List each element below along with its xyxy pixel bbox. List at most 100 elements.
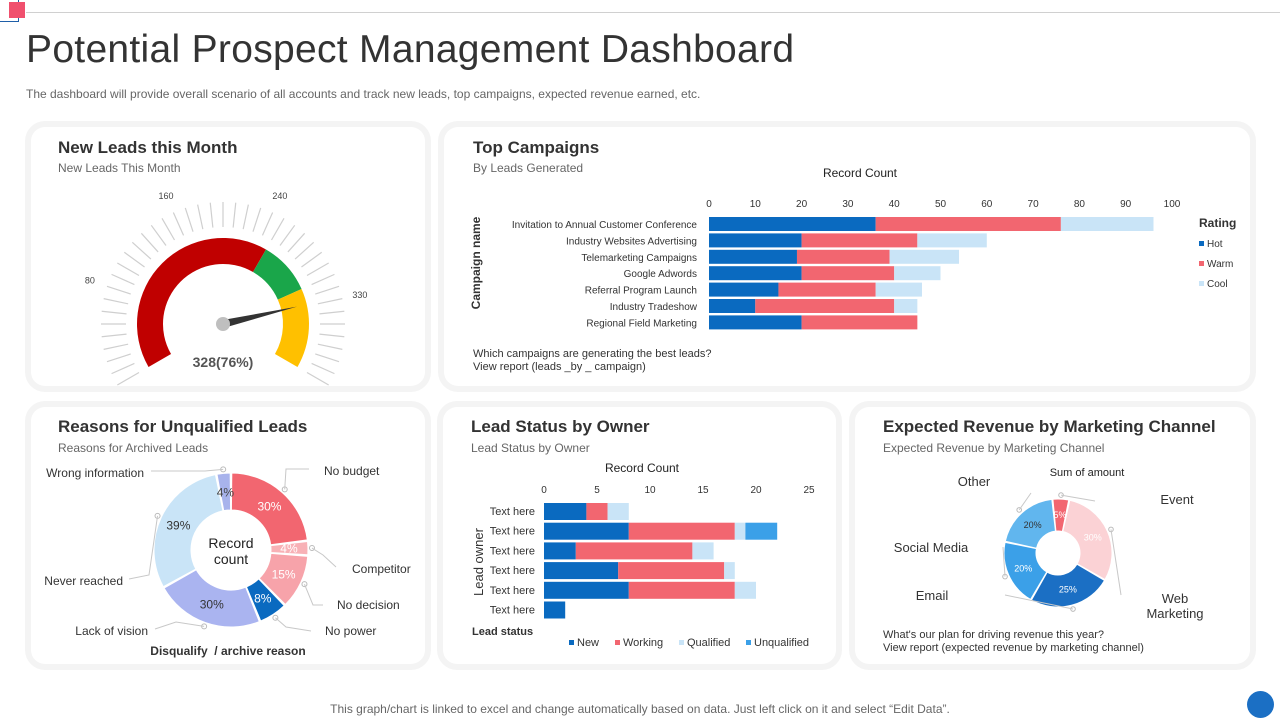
gauge-band: [137, 238, 266, 367]
revenue-value-label: 30%: [1084, 533, 1102, 543]
revenue-slice: [1003, 541, 1048, 601]
lead-status-bar-segment: [618, 562, 725, 580]
gauge-tick-mark: [242, 204, 249, 230]
lead-status-x-tick: 10: [644, 485, 656, 496]
lead-status-bar-chart: Record Count 0 5 10 15 20 25 Lead owner Text her…: [471, 461, 815, 649]
lead-status-x-tick: 5: [594, 485, 600, 496]
revenue-subtitle: Expected Revenue by Marketing Channel: [883, 441, 1105, 455]
unqualified-callout-line: [284, 468, 309, 490]
unqualified-value-label: 30%: [257, 500, 281, 514]
campaigns-bar-segment: [709, 266, 802, 281]
campaigns-axis-title: Record Count: [823, 166, 898, 180]
revenue-callout-line: [1018, 492, 1032, 511]
campaigns-bar-segment: [1060, 217, 1154, 231]
campaigns-legend-title: Rating: [1199, 216, 1236, 230]
gauge-tick-mark: [131, 241, 152, 260]
gauge-tick-mark: [315, 353, 340, 363]
campaigns-y-axis-label: Campaign name: [469, 216, 483, 309]
unqualified-callout-dot: [308, 545, 315, 552]
lead-status-category-label: Text here: [490, 545, 535, 557]
gauge-tick-label: 160: [159, 191, 174, 201]
revenue-category-label: Email: [916, 588, 949, 603]
unqualified-center-2: count: [213, 551, 249, 567]
nav-dot-button[interactable]: [1247, 691, 1274, 718]
campaigns-x-tick: 20: [796, 199, 808, 210]
gauge-tick-mark: [101, 310, 127, 315]
campaigns-category-label: Industry Tradeshow: [610, 302, 698, 313]
unqualified-slice: [163, 569, 260, 628]
lead-status-bar-segment: [544, 562, 619, 580]
unqualified-value-label: 4%: [280, 542, 298, 556]
gauge-tick-mark: [111, 273, 135, 286]
revenue-title: Expected Revenue by Marketing Channel: [883, 417, 1216, 436]
campaigns-bar-segment: [709, 315, 802, 330]
lead-status-legend-swatch: [615, 640, 620, 645]
revenue-value-label: 20%: [1014, 563, 1032, 573]
unqualified-value-label: 8%: [254, 592, 272, 606]
lead-status-bar-segment: [544, 503, 587, 520]
campaigns-bar-segment: [875, 282, 922, 297]
lead-status-y-axis-label: Lead owner: [471, 527, 486, 596]
gauge-tick-mark: [311, 362, 335, 375]
campaigns-bar-segment: [778, 282, 876, 297]
lead-status-x-tick: 20: [750, 485, 762, 496]
campaigns-bar-segment: [801, 315, 918, 330]
campaigns-bar-segment: [709, 233, 802, 248]
campaigns-x-tick: 60: [981, 199, 993, 210]
lead-status-legend-label: Unqualified: [754, 637, 809, 649]
revenue-category-label: Social Media: [894, 540, 969, 555]
lead-status-title: Lead Status by Owner: [471, 417, 650, 436]
gauge-tick-mark: [172, 212, 185, 236]
lead-status-bar-segment: [745, 522, 778, 540]
gauge-needle-hub: [216, 317, 230, 331]
lead-status-legend-swatch: [746, 640, 751, 645]
campaigns-x-tick: 80: [1074, 199, 1086, 210]
gauge-tick-mark: [111, 362, 135, 375]
unqualified-category-label: No power: [325, 624, 376, 638]
gauge-tick-mark: [140, 232, 159, 253]
gauge-tick-mark: [319, 333, 345, 338]
unqualified-subtitle: Reasons for Archived Leads: [58, 441, 209, 455]
revenue-note-1: What's our plan for driving revenue this…: [883, 629, 1104, 641]
gauge-band: [253, 249, 302, 300]
campaigns-note-2[interactable]: View report (leads _by _ campaign): [473, 361, 646, 373]
unqualified-slice: [258, 552, 309, 606]
unqualified-value-label: 30%: [200, 598, 224, 612]
campaigns-category-label: Google Adwords: [624, 269, 697, 280]
campaigns-bar-chart: Record Count 0 10 20 30 40 50 60 70 80 90 100 Campai…: [469, 166, 1236, 330]
lead-status-bar-segment: [692, 542, 714, 560]
campaigns-note-1: Which campaigns are generating the best …: [473, 348, 712, 360]
campaigns-category-label: Invitation to Annual Customer Conference: [512, 220, 698, 231]
corner-logo: [0, 0, 26, 22]
campaigns-x-tick: 0: [706, 199, 712, 210]
lead-status-legend-label: Qualified: [687, 637, 730, 649]
unqualified-category-label: Lack of vision: [75, 624, 148, 638]
gauge-tick-mark: [117, 262, 140, 277]
campaigns-legend-swatch: [1199, 241, 1204, 246]
campaigns-bar-segment: [755, 299, 895, 313]
campaigns-bar-segment: [917, 233, 987, 248]
revenue-callout-line: [1002, 546, 1006, 577]
revenue-slice: [1062, 499, 1113, 581]
new-leads-subtitle: New Leads This Month: [58, 161, 181, 175]
unqualified-axis-label: Disqualify / archive reason: [150, 644, 306, 658]
revenue-callout-line: [1060, 494, 1096, 502]
lead-status-bar-segment: [734, 581, 756, 599]
gauge-chart: 080160240330400: [85, 191, 367, 386]
gauge-tick-mark: [279, 224, 296, 246]
revenue-chart-title: Sum of amount: [1050, 467, 1125, 479]
gauge-tick-mark: [184, 207, 194, 232]
gauge-tick-mark: [294, 241, 315, 260]
gauge-tick-mark: [287, 232, 306, 253]
lead-status-axis-title: Record Count: [605, 461, 680, 475]
gauge-tick-label: 80: [85, 276, 95, 286]
gauge-tick-mark: [106, 285, 131, 295]
campaigns-x-tick: 40: [889, 199, 901, 210]
revenue-note-2[interactable]: View report (expected revenue by marketi…: [883, 642, 1144, 654]
gauge-tick-mark: [306, 371, 329, 386]
gauge-value-label: 328(76%): [192, 354, 254, 370]
lead-status-category-label: Text here: [490, 565, 535, 577]
unqualified-category-label: Wrong information: [46, 466, 144, 480]
lead-status-legend-swatch: [569, 640, 574, 645]
unqualified-title: Reasons for Unqualified Leads: [58, 417, 308, 436]
